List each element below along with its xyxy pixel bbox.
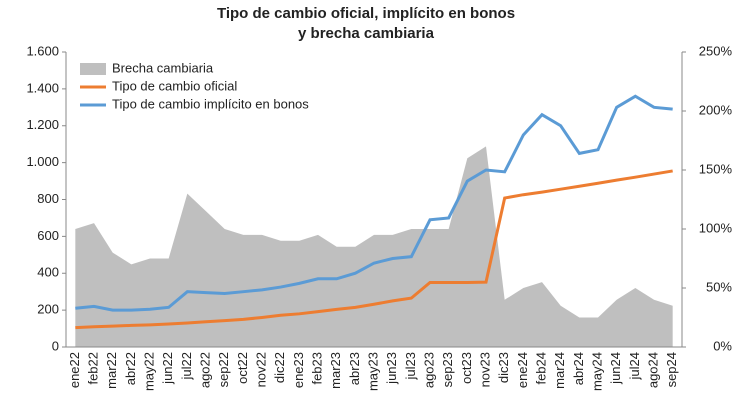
line <box>75 94 673 312</box>
x-tick-label: ene22 <box>67 352 82 388</box>
y-tick-label: 0 <box>52 338 59 353</box>
x-tick-label: mar24 <box>552 352 567 389</box>
x-tick-label: nov22 <box>253 352 268 387</box>
y-tick-label: 1.600 <box>26 43 59 58</box>
legend-swatch <box>80 63 106 75</box>
y-tick-label: 1.400 <box>26 80 59 95</box>
x-tick-label: sep22 <box>216 352 231 387</box>
x-tick-label: abr24 <box>571 352 586 385</box>
x-tick-label: nov23 <box>477 352 492 387</box>
x-tick-label: dic22 <box>272 352 287 383</box>
y-tick-label: 400 <box>37 265 59 280</box>
x-tick-label: feb23 <box>309 352 324 385</box>
x-tick-label: sep23 <box>440 352 455 387</box>
x-tick-label: ene24 <box>515 352 530 388</box>
y2-tick-label: 50% <box>706 279 732 294</box>
x-tick-label: oct23 <box>459 352 474 384</box>
y2-tick-label: 250% <box>699 43 733 58</box>
chart-title: y brecha cambiaria <box>298 25 435 42</box>
y2-tick-label: 150% <box>699 161 733 176</box>
x-tick-label: abr22 <box>123 352 138 385</box>
y-tick-label: 1.000 <box>26 154 59 169</box>
legend-label: Tipo de cambio implícito en bonos <box>112 96 309 111</box>
x-tick-label: mar23 <box>328 352 343 389</box>
chart-title: Tipo de cambio oficial, implícito en bon… <box>217 5 515 22</box>
x-tick-label: jul22 <box>179 352 194 380</box>
x-tick-label: jul23 <box>403 352 418 380</box>
y2-tick-label: 0% <box>713 338 732 353</box>
x-tick-label: feb24 <box>533 352 548 385</box>
y-tick-label: 600 <box>37 228 59 243</box>
x-tick-label: ene23 <box>291 352 306 388</box>
x-tick-label: feb22 <box>85 352 100 385</box>
x-tick-label: jun22 <box>160 352 175 385</box>
legend-label: Tipo de cambio oficial <box>112 78 237 93</box>
y-tick-label: 200 <box>37 302 59 317</box>
y-tick-label: 800 <box>37 191 59 206</box>
y-tick-label: 1.200 <box>26 117 59 132</box>
x-tick-label: oct22 <box>235 352 250 384</box>
x-tick-label: mar22 <box>104 352 119 389</box>
area <box>75 146 673 347</box>
x-tick-label: ago22 <box>197 352 212 388</box>
y2-tick-label: 200% <box>699 102 733 117</box>
x-tick-label: abr23 <box>347 352 362 385</box>
x-tick-label: may22 <box>141 352 156 391</box>
legend-label: Brecha cambiaria <box>112 60 214 75</box>
x-tick-label: jun24 <box>608 352 623 385</box>
line <box>75 169 673 330</box>
y2-tick-label: 100% <box>699 220 733 235</box>
x-tick-label: dic23 <box>496 352 511 383</box>
x-tick-label: ago23 <box>421 352 436 388</box>
x-tick-label: jun23 <box>384 352 399 385</box>
x-tick-label: jul24 <box>627 352 642 380</box>
x-tick-label: may23 <box>365 352 380 391</box>
x-tick-label: may24 <box>589 352 604 391</box>
x-tick-label: sep24 <box>664 352 679 387</box>
x-tick-label: ago24 <box>645 352 660 388</box>
